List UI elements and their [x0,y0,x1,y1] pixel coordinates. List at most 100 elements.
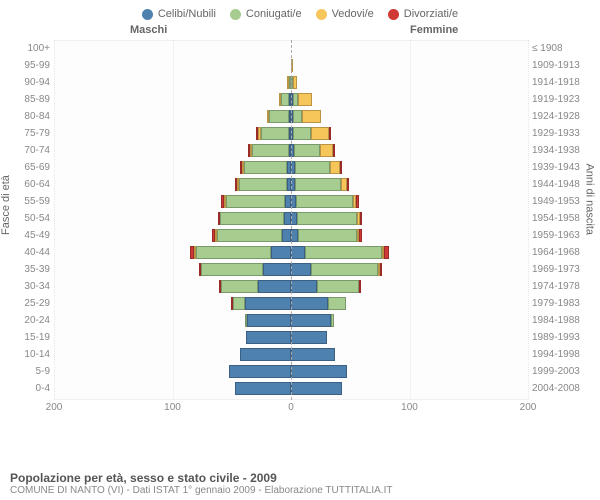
bar-male [54,127,291,140]
bar-male [54,297,291,310]
segment [269,110,289,123]
x-tick: 0 [288,402,294,413]
birth-label: 1964-1968 [532,247,590,258]
segment [295,178,341,191]
age-label: 30-34 [10,281,50,292]
bar-female [291,331,528,344]
bar-female [291,110,528,123]
segment [291,280,317,293]
bar-male [54,76,291,89]
age-label: 35-39 [10,264,50,275]
segment [291,382,342,395]
segment [245,297,291,310]
segment [226,195,285,208]
segment [356,195,358,208]
age-label: 60-64 [10,179,50,190]
segment [298,93,312,106]
segment [291,246,305,259]
age-label: 75-79 [10,128,50,139]
age-label: 25-29 [10,298,50,309]
age-label: 100+ [10,43,50,54]
birth-label: 1979-1983 [532,298,590,309]
bar-female [291,144,528,157]
age-label: 95-99 [10,60,50,71]
x-axis: 2001000100200 [54,402,528,418]
x-tick: 200 [46,402,63,413]
segment [239,178,288,191]
birth-label: 1984-1988 [532,315,590,326]
segment [281,93,289,106]
segment [293,110,302,123]
birth-label: 1939-1943 [532,162,590,173]
age-label: 15-19 [10,332,50,343]
segment [328,297,346,310]
segment [244,161,288,174]
age-label: 5-9 [10,366,50,377]
segment [384,246,389,259]
birth-label: 1914-1918 [532,77,590,88]
segment [291,297,328,310]
segment [291,263,311,276]
bar-male [54,195,291,208]
legend-item: Divorziati/e [388,8,458,20]
legend-label: Coniugati/e [246,8,302,20]
birth-label: 1944-1948 [532,179,590,190]
segment [291,229,298,242]
chart-subtitle: COMUNE DI NANTO (VI) - Dati ISTAT 1° gen… [10,485,590,496]
birth-label: 1994-1998 [532,349,590,360]
pyramid-chart: Fasce di età Anni di nascita 100+ ≤ 1908… [10,40,590,430]
bar-male [54,178,291,191]
birth-label: 1974-1978 [532,281,590,292]
segment [359,280,361,293]
birth-label: 1969-1973 [532,264,590,275]
legend-item: Vedovi/e [316,8,374,20]
segment [293,76,297,89]
bar-female [291,59,528,72]
legend-swatch [388,9,399,20]
segment [380,263,383,276]
bar-female [291,127,528,140]
bar-male [54,144,291,157]
birth-label: 1929-1933 [532,128,590,139]
grid-line [528,40,529,400]
plot-area: 100+ ≤ 190895-99 1909-191390-94 1914-191… [54,40,528,400]
bar-female [291,382,528,395]
segment [261,127,289,140]
segment [294,144,320,157]
bar-female [291,263,528,276]
bar-female [291,212,528,225]
birth-label: 1959-1963 [532,230,590,241]
legend-item: Coniugati/e [230,8,302,20]
bar-female [291,280,528,293]
segment [271,246,291,259]
bar-female [291,246,528,259]
segment [291,365,347,378]
birth-label: 1999-2003 [532,366,590,377]
age-label: 90-94 [10,77,50,88]
bar-female [291,161,528,174]
legend-swatch [142,9,153,20]
bar-female [291,76,528,89]
birth-label: 2004-2008 [532,383,590,394]
legend-swatch [230,9,241,20]
legend: Celibi/NubiliConiugati/eVedovi/eDivorzia… [10,8,590,20]
legend-swatch [316,9,327,20]
bar-male [54,229,291,242]
age-label: 55-59 [10,196,50,207]
segment [233,297,245,310]
segment [252,144,289,157]
segment [333,144,335,157]
bar-male [54,365,291,378]
age-label: 70-74 [10,145,50,156]
segment [217,229,282,242]
segment [317,280,358,293]
center-line [291,40,292,400]
age-label: 20-24 [10,315,50,326]
birth-label: 1949-1953 [532,196,590,207]
x-tick: 200 [520,402,537,413]
segment [293,127,311,140]
bar-female [291,348,528,361]
bar-female [291,178,528,191]
birth-label: 1954-1958 [532,213,590,224]
bar-male [54,161,291,174]
